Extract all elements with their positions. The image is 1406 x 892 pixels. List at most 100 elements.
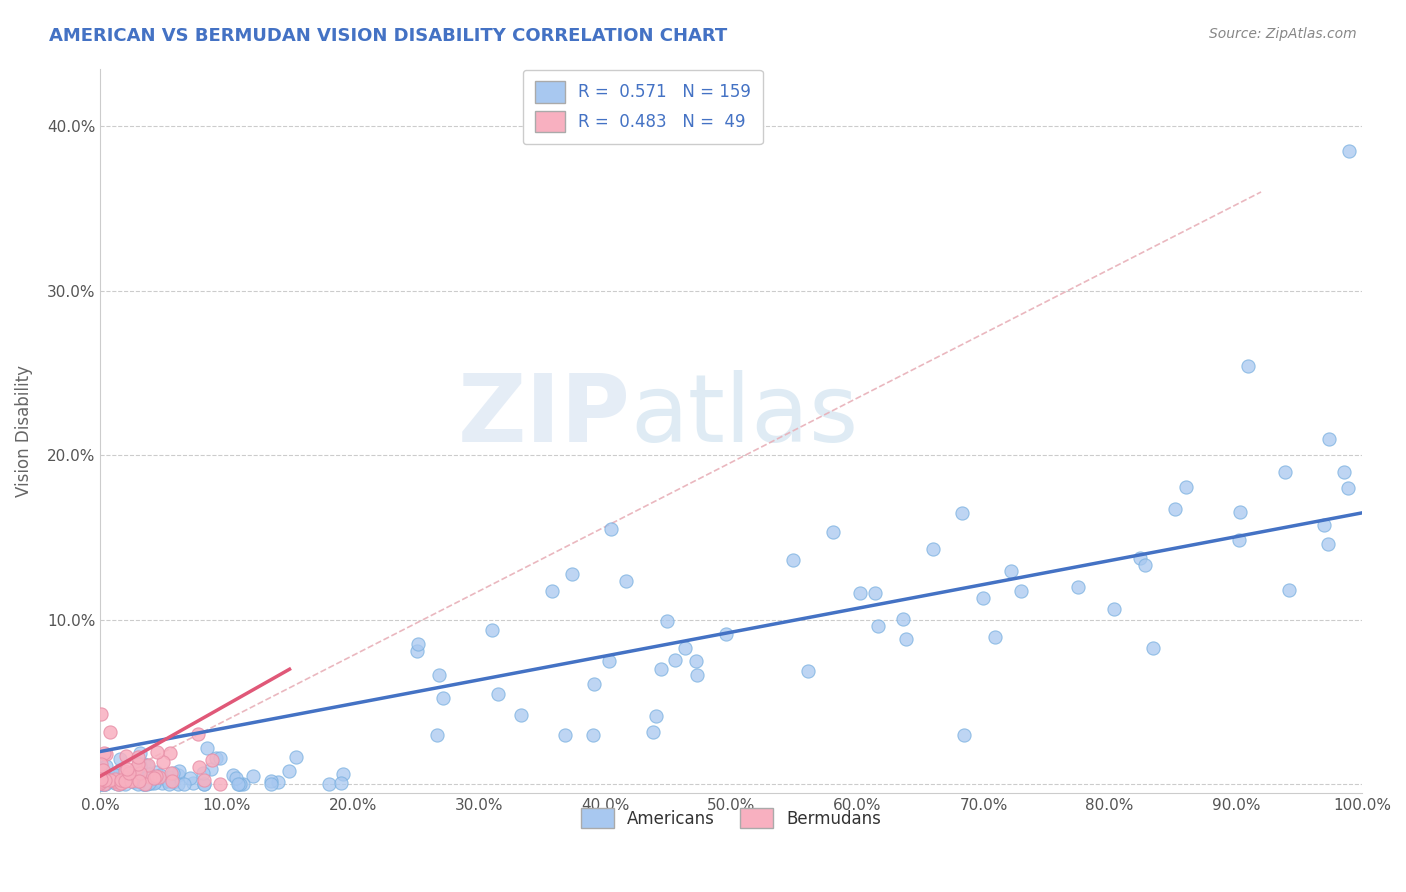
Point — [91, 764, 114, 778]
Point — [129, 746, 152, 760]
Point — [128, 764, 150, 778]
Point — [159, 771, 181, 785]
Point — [90, 777, 112, 791]
Point — [266, 774, 288, 789]
Point — [90, 760, 112, 774]
Point — [972, 591, 994, 605]
Point — [91, 772, 114, 787]
Point — [112, 771, 135, 785]
Point — [110, 763, 132, 777]
Point — [93, 777, 115, 791]
Point — [136, 777, 159, 791]
Point — [896, 632, 918, 646]
Point — [104, 768, 127, 782]
Point — [167, 777, 190, 791]
Point — [644, 708, 666, 723]
Point — [134, 757, 156, 772]
Point — [228, 777, 250, 791]
Point — [98, 724, 121, 739]
Point — [107, 776, 129, 790]
Point — [554, 728, 576, 742]
Point — [93, 777, 115, 791]
Point — [200, 763, 222, 777]
Point — [89, 776, 111, 790]
Point — [94, 759, 117, 773]
Point — [89, 772, 111, 786]
Point — [128, 774, 150, 789]
Point — [90, 774, 112, 789]
Point — [90, 706, 112, 721]
Point — [866, 619, 889, 633]
Point — [481, 624, 503, 638]
Point — [650, 662, 672, 676]
Point — [1229, 505, 1251, 519]
Point — [1133, 558, 1156, 573]
Point — [1164, 502, 1187, 516]
Point — [104, 772, 127, 786]
Point — [120, 772, 142, 787]
Point — [138, 776, 160, 790]
Point — [162, 775, 184, 789]
Point — [685, 655, 707, 669]
Point — [124, 761, 146, 775]
Point — [541, 583, 564, 598]
Point — [90, 773, 112, 788]
Point — [1174, 480, 1197, 494]
Point — [673, 641, 696, 656]
Point — [108, 752, 131, 766]
Point — [159, 746, 181, 760]
Point — [209, 777, 232, 791]
Point — [118, 766, 141, 780]
Point — [134, 777, 156, 791]
Point — [406, 643, 429, 657]
Point — [145, 765, 167, 780]
Text: AMERICAN VS BERMUDAN VISION DISABILITY CORRELATION CHART: AMERICAN VS BERMUDAN VISION DISABILITY C… — [49, 27, 727, 45]
Point — [136, 758, 159, 772]
Point — [950, 506, 973, 520]
Point — [225, 772, 247, 786]
Point — [1274, 465, 1296, 479]
Point — [93, 771, 115, 785]
Point — [1333, 465, 1355, 479]
Point — [167, 768, 190, 782]
Point — [664, 653, 686, 667]
Point — [657, 615, 679, 629]
Text: atlas: atlas — [630, 370, 859, 462]
Point — [136, 759, 159, 773]
Point — [114, 774, 136, 789]
Point — [232, 777, 254, 791]
Point — [222, 768, 245, 782]
Point — [94, 747, 117, 761]
Point — [149, 768, 172, 782]
Point — [823, 524, 845, 539]
Point — [125, 764, 148, 778]
Point — [169, 764, 191, 778]
Point — [142, 771, 165, 785]
Point — [893, 612, 915, 626]
Point — [863, 586, 886, 600]
Point — [103, 774, 125, 789]
Point — [131, 774, 153, 789]
Point — [114, 777, 136, 791]
Point — [122, 774, 145, 789]
Point — [138, 767, 160, 781]
Point — [191, 766, 214, 780]
Point — [131, 771, 153, 785]
Point — [127, 757, 149, 772]
Point — [114, 764, 136, 778]
Point — [1316, 536, 1339, 550]
Point — [486, 686, 509, 700]
Point — [173, 776, 195, 790]
Point — [1010, 583, 1032, 598]
Point — [91, 771, 114, 785]
Point — [90, 756, 112, 771]
Point — [90, 772, 112, 787]
Point — [111, 773, 134, 788]
Point — [1142, 641, 1164, 656]
Point — [1337, 481, 1360, 495]
Point — [90, 770, 112, 784]
Point — [145, 768, 167, 782]
Point — [93, 746, 115, 760]
Point — [89, 762, 111, 776]
Point — [226, 777, 249, 791]
